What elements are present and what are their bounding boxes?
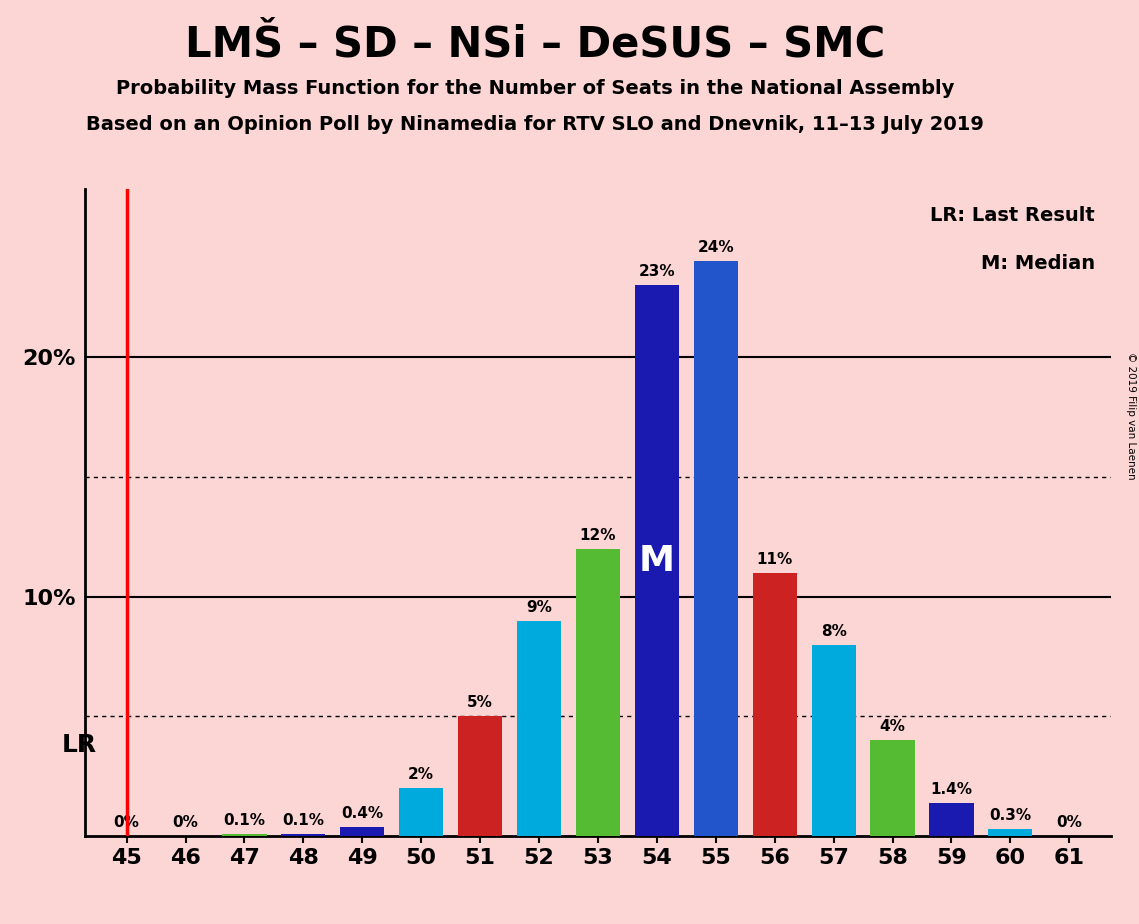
Bar (870, 740, 915, 836)
Text: 5%: 5% (467, 696, 493, 711)
Bar (281, 833, 326, 836)
Bar (576, 549, 620, 836)
Bar (694, 261, 738, 836)
Text: 23%: 23% (639, 264, 675, 279)
Bar (458, 716, 502, 836)
Bar (753, 573, 797, 836)
Text: 0%: 0% (114, 815, 140, 831)
Text: 1.4%: 1.4% (931, 782, 973, 796)
Bar (222, 833, 267, 836)
Text: Probability Mass Function for the Number of Seats in the National Assembly: Probability Mass Function for the Number… (116, 79, 954, 98)
Text: LR: Last Result: LR: Last Result (931, 206, 1096, 225)
Bar (341, 827, 385, 836)
Text: LR: LR (63, 733, 97, 757)
Text: Based on an Opinion Poll by Ninamedia for RTV SLO and Dnevnik, 11–13 July 2019: Based on an Opinion Poll by Ninamedia fo… (87, 116, 984, 135)
Text: M: M (639, 543, 675, 578)
Bar (517, 621, 562, 836)
Text: 0%: 0% (1056, 815, 1082, 831)
Text: 2%: 2% (408, 767, 434, 783)
Text: 4%: 4% (879, 720, 906, 735)
Text: 24%: 24% (697, 240, 735, 255)
Text: LMŠ – SD – NSi – DeSUS – SMC: LMŠ – SD – NSi – DeSUS – SMC (186, 23, 885, 65)
Text: M: Median: M: Median (981, 254, 1096, 274)
Text: 0.1%: 0.1% (223, 813, 265, 828)
Text: 9%: 9% (526, 600, 552, 614)
Text: 0.1%: 0.1% (282, 813, 325, 828)
Text: 0%: 0% (173, 815, 198, 831)
Text: © 2019 Filip van Laenen: © 2019 Filip van Laenen (1126, 352, 1136, 480)
Text: 11%: 11% (756, 552, 793, 566)
Text: 12%: 12% (580, 528, 616, 542)
Bar (634, 286, 679, 836)
Text: 0.3%: 0.3% (990, 808, 1032, 823)
Text: 0.4%: 0.4% (342, 806, 384, 821)
Text: 8%: 8% (821, 624, 846, 638)
Bar (399, 788, 443, 836)
Bar (929, 803, 974, 836)
Bar (811, 645, 855, 836)
Bar (989, 829, 1032, 836)
